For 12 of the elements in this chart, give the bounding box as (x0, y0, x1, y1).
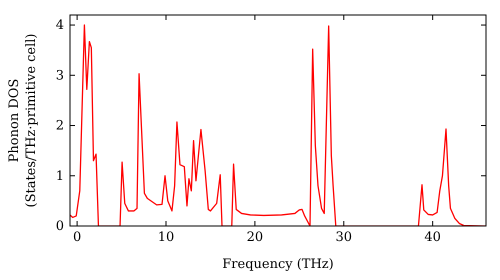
x-tick-label: 10 (158, 230, 174, 246)
y-tick-label: 3 (56, 68, 64, 84)
y-axis-title: Phonon DOS (States/THz·primitive cell) (7, 33, 39, 208)
x-tick-label: 0 (72, 230, 82, 246)
y-tick-label: 1 (56, 168, 64, 184)
x-axis-title: Frequency (THz) (222, 257, 334, 272)
x-tick-label: 40 (424, 230, 441, 246)
y-tick-label: 4 (56, 18, 64, 34)
y-tick-label: 0 (56, 219, 64, 234)
x-tick-label: 30 (336, 230, 352, 246)
x-tick-label: 20 (246, 230, 264, 246)
y-tick-label: 2 (56, 118, 64, 134)
